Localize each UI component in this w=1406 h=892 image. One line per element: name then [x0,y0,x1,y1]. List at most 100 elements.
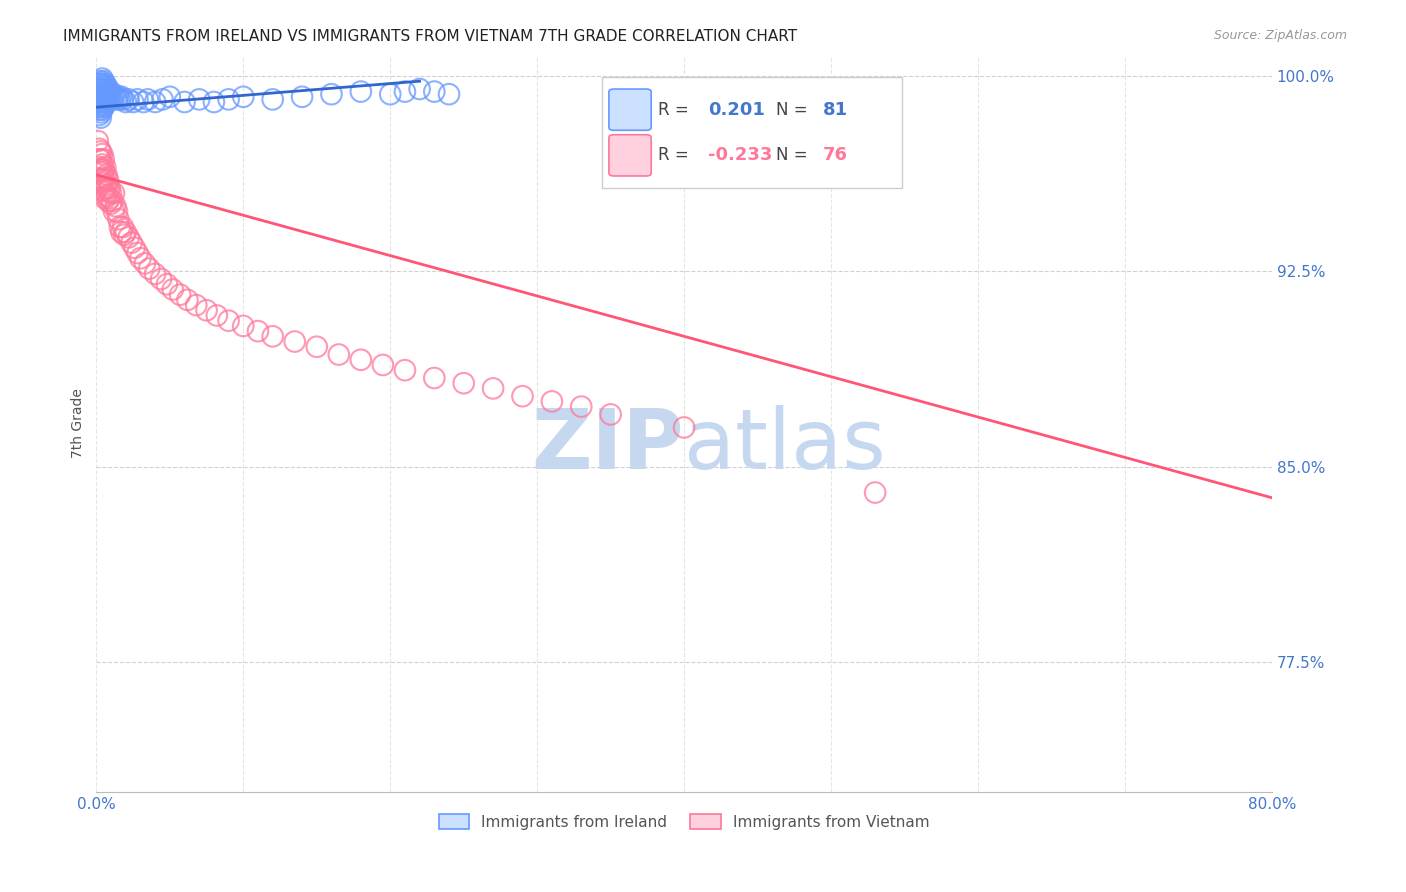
Point [94,181,117,195]
Point [108,219,131,234]
Legend: Immigrants from Ireland, Immigrants from Vietnam: Immigrants from Ireland, Immigrants from… [433,807,936,836]
Point [291,90,314,104]
Point [90,111,112,125]
Text: N =: N = [776,146,807,164]
Point [90,162,112,177]
Point [482,381,505,395]
Point [89,160,111,174]
Text: N =: N = [776,101,807,119]
Point [91,103,114,117]
Point [87,82,110,96]
Point [408,82,430,96]
Point [118,230,141,244]
Point [97,82,120,96]
Point [97,173,120,187]
Point [91,77,114,91]
Point [90,95,112,109]
Point [423,371,446,385]
Point [143,95,166,109]
Point [93,162,115,177]
Point [91,87,114,102]
Point [90,79,112,94]
Point [673,420,696,434]
Point [93,74,115,88]
Point [93,100,115,114]
Point [122,95,145,109]
Point [863,485,886,500]
Text: R =: R = [658,146,689,164]
Point [98,181,121,195]
Point [100,186,122,201]
Point [97,92,120,106]
Point [305,340,328,354]
Point [96,85,118,99]
Point [143,267,166,281]
Point [89,77,111,91]
Point [423,85,446,99]
Point [103,87,125,102]
Point [90,100,112,114]
Point [97,87,120,102]
Point [93,85,115,99]
Point [96,168,118,182]
Point [350,85,373,99]
Point [108,92,131,106]
Point [96,178,118,193]
Point [89,153,111,167]
Point [94,87,117,102]
Point [96,79,118,94]
Point [218,314,240,328]
Point [96,90,118,104]
Point [96,188,118,202]
Point [127,246,149,260]
Point [262,92,284,106]
Point [371,358,394,372]
Point [114,225,136,239]
Point [105,204,128,219]
Point [104,90,127,104]
Point [156,277,179,292]
Point [195,303,218,318]
Point [101,90,124,104]
Point [90,77,112,91]
Point [90,74,112,88]
Point [100,92,122,106]
Point [394,363,416,377]
Point [380,87,402,102]
Point [87,87,110,102]
Point [90,105,112,120]
Point [541,394,564,409]
Point [110,90,132,104]
Point [107,90,129,104]
Text: 0.201: 0.201 [707,101,765,119]
Point [89,142,111,156]
Point [202,95,225,109]
Point [218,92,240,106]
Point [127,92,149,106]
Point [91,92,114,106]
Point [150,272,173,286]
Point [350,352,373,367]
Point [91,157,114,171]
Point [91,147,114,161]
Point [107,212,129,227]
Point [94,170,117,185]
Point [94,77,117,91]
Text: R =: R = [658,101,689,119]
Point [89,92,111,106]
Point [114,95,136,109]
Y-axis label: 7th Grade: 7th Grade [72,389,86,458]
Point [90,82,112,96]
Point [94,97,117,112]
Point [91,71,114,86]
Point [89,82,111,96]
Point [110,225,132,239]
Point [89,103,111,117]
Point [169,287,191,301]
Point [173,95,195,109]
Point [89,87,111,102]
Point [93,95,115,109]
Point [118,92,141,106]
Point [91,176,114,190]
Point [112,227,135,242]
